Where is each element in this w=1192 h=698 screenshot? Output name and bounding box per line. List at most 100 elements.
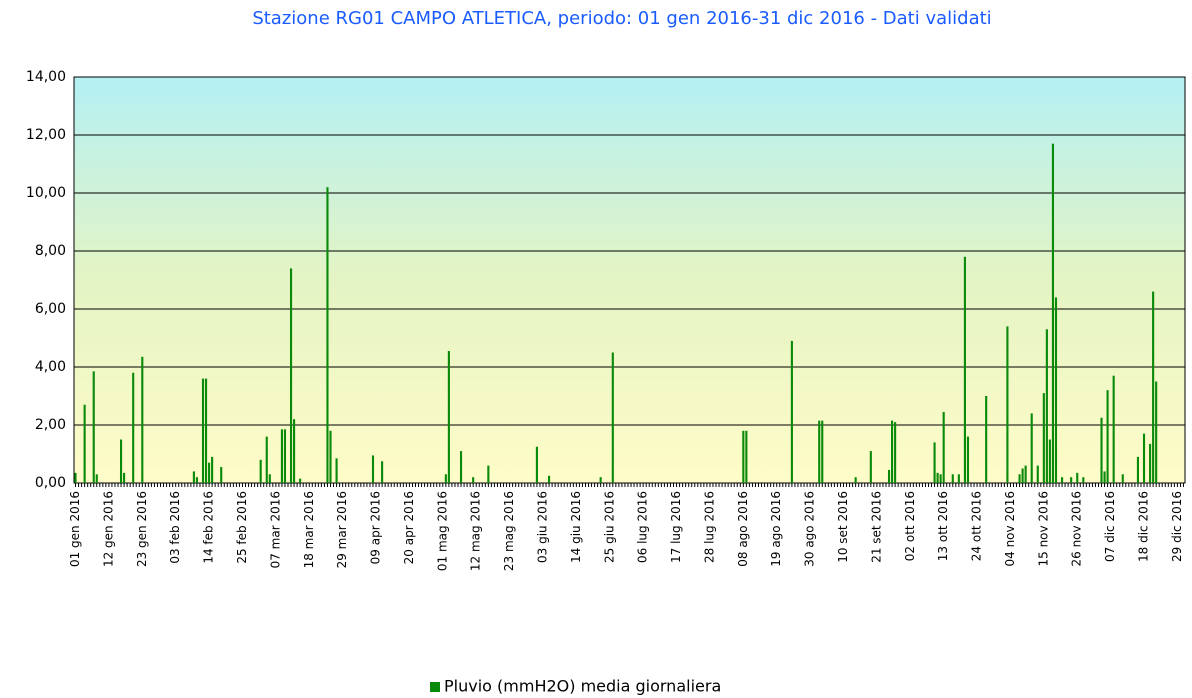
x-tick-label: 24 ott 2016 (970, 491, 984, 561)
bar (599, 477, 602, 483)
bar (963, 256, 966, 483)
bar (611, 352, 614, 483)
bar (818, 420, 821, 483)
bar (1054, 297, 1058, 483)
bar (268, 474, 271, 483)
y-tick-label: 2,00 (35, 417, 66, 433)
bar (742, 430, 745, 483)
y-tick-label: 4,00 (35, 359, 66, 375)
bar (942, 411, 945, 483)
bar (894, 422, 897, 483)
y-tick-label: 14,00 (26, 69, 66, 85)
bar (1082, 477, 1085, 483)
bar (1036, 465, 1039, 483)
bar (141, 356, 144, 483)
x-tick-label: 29 mar 2016 (335, 491, 349, 568)
plot-area (73, 76, 1186, 484)
x-tick-label: 21 set 2016 (869, 491, 883, 563)
x-tick-label: 17 lug 2016 (669, 491, 683, 563)
x-tick-label: 29 dic 2016 (1170, 491, 1184, 562)
bar (265, 436, 268, 483)
x-tick-label: 07 mar 2016 (268, 491, 282, 568)
x-tick-label: 10 set 2016 (836, 491, 850, 563)
bar (1136, 456, 1140, 483)
x-tick-label: 02 ott 2016 (903, 491, 917, 561)
x-tick-label: 26 nov 2016 (1070, 491, 1084, 567)
bar (966, 436, 970, 483)
bar (447, 351, 450, 483)
x-tick-label: 19 ago 2016 (769, 491, 783, 567)
bar (1006, 326, 1009, 483)
legend-label: Pluvio (mmH2O) media giornaliera (444, 677, 721, 696)
bar (1121, 474, 1124, 483)
bar (1018, 474, 1021, 483)
bar (444, 474, 447, 483)
x-tick-label: 23 mag 2016 (502, 491, 516, 571)
bar (280, 429, 283, 483)
bar (1152, 291, 1155, 483)
y-tick-label: 6,00 (35, 301, 66, 317)
x-tick-label: 03 feb 2016 (168, 491, 182, 564)
bar (1155, 381, 1158, 483)
bar (95, 474, 98, 483)
x-tick-label: 15 nov 2016 (1036, 491, 1050, 567)
bar (326, 187, 329, 483)
bar (329, 430, 332, 483)
bar (487, 465, 490, 483)
bar (821, 420, 824, 483)
bar (208, 462, 211, 483)
bar (547, 475, 551, 483)
x-tick-label: 07 dic 2016 (1103, 491, 1117, 562)
bar (289, 268, 293, 483)
x-tick-label: 12 gen 2016 (101, 491, 115, 567)
bar (957, 474, 960, 483)
bar (472, 477, 475, 483)
bar (1051, 143, 1055, 483)
y-tick-label: 0,00 (35, 475, 66, 491)
bar (201, 378, 205, 483)
bar (335, 458, 338, 483)
bar (1042, 393, 1045, 483)
bar (1076, 472, 1079, 483)
bar (1142, 433, 1146, 483)
chart-title: Stazione RG01 CAMPO ATLETICA, periodo: 0… (252, 8, 991, 29)
bar (1100, 417, 1103, 483)
x-tick-label: 28 lug 2016 (702, 491, 716, 563)
x-tick-label: 06 lug 2016 (636, 491, 650, 563)
y-tick-label: 8,00 (35, 243, 66, 259)
bar (371, 455, 375, 483)
bar (933, 442, 936, 483)
bar (1030, 413, 1033, 483)
x-tick-label: 12 mag 2016 (469, 491, 483, 571)
x-tick-label: 08 ago 2016 (736, 491, 750, 567)
bar (1048, 439, 1051, 483)
bar (123, 472, 126, 483)
bar (195, 477, 199, 483)
bar (1103, 471, 1106, 483)
bar (936, 472, 939, 483)
bar (1106, 390, 1109, 483)
bar (891, 420, 894, 483)
bar (985, 396, 988, 483)
bar (283, 429, 287, 483)
bar (951, 474, 954, 483)
bar (1112, 375, 1115, 483)
bar (259, 459, 262, 483)
x-tick-label: 18 mar 2016 (302, 491, 316, 568)
x-tick-label: 18 dic 2016 (1137, 491, 1151, 562)
bar (1060, 477, 1064, 483)
bar (887, 469, 891, 483)
bar (192, 471, 195, 483)
x-tick-label: 01 gen 2016 (68, 491, 82, 567)
y-tick-label: 10,00 (26, 185, 66, 201)
x-tick-label: 25 giu 2016 (602, 491, 616, 563)
x-tick-label: 14 feb 2016 (202, 491, 216, 564)
bar (1021, 468, 1024, 483)
x-tick-label: 03 giu 2016 (535, 491, 549, 563)
x-tick-label: 23 gen 2016 (135, 491, 149, 567)
bar (74, 472, 77, 483)
x-tick-label: 13 ott 2016 (936, 491, 950, 561)
bar (211, 456, 214, 483)
x-tick-label: 04 nov 2016 (1003, 491, 1017, 567)
